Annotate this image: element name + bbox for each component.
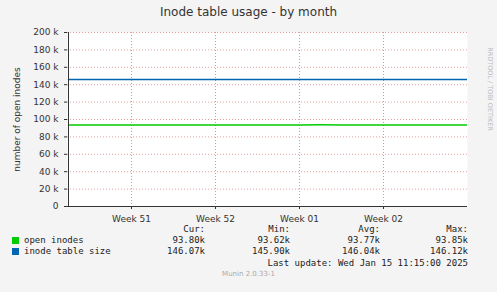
svg-text:number of open inodes: number of open inodes	[12, 67, 22, 172]
svg-text:Week 01: Week 01	[280, 214, 319, 224]
svg-text:100 k: 100 k	[33, 114, 59, 124]
svg-text:140 k: 140 k	[33, 80, 59, 90]
svg-text:60 k: 60 k	[39, 149, 59, 159]
html-text:Munin 2.0.33-1: Munin 2.0.33-1	[222, 270, 275, 278]
html-text:Avg:: Avg:	[358, 224, 380, 234]
html-text:Inode table usage - by month: Inode table usage - by month	[159, 5, 338, 19]
svg-text:20 k: 20 k	[39, 184, 59, 194]
html-text:open inodes: open inodes	[24, 235, 84, 245]
svg-text:Week 52: Week 52	[196, 214, 235, 224]
svg-text:160 k: 160 k	[33, 62, 59, 72]
html-text:RRDTOOL / TOBI OETIKER: RRDTOOL / TOBI OETIKER	[486, 47, 494, 131]
svg-text:80 k: 80 k	[39, 132, 59, 142]
svg-text:0: 0	[53, 201, 59, 211]
svg-text:120 k: 120 k	[33, 97, 59, 107]
html-text:Min:: Min:	[268, 224, 290, 234]
svg-text:40 k: 40 k	[39, 167, 59, 177]
svg-text:180 k: 180 k	[33, 45, 59, 55]
svg-text:Week 51: Week 51	[112, 214, 151, 224]
html-text:inode table size: inode table size	[24, 246, 111, 256]
html-text:93.80k: 93.80k	[172, 235, 205, 245]
html-text:146.07k: 146.07k	[167, 246, 205, 256]
html-text:93.62k: 93.62k	[257, 235, 290, 245]
html-text:146.04k: 146.04k	[342, 246, 380, 256]
html-text:93.77k: 93.77k	[347, 235, 380, 245]
html-text:146.12k: 146.12k	[430, 246, 468, 256]
html-text:Max:: Max:	[446, 224, 468, 234]
html-text:145.90k: 145.90k	[252, 246, 290, 256]
svg-text:Week 02: Week 02	[364, 214, 403, 224]
html-text:93.85k: 93.85k	[435, 235, 468, 245]
svg-text:200 k: 200 k	[33, 27, 59, 37]
html-text:Cur:: Cur:	[183, 224, 205, 234]
html-text:Last update: Wed Jan 15 11:15:: Last update: Wed Jan 15 11:15:00 2025	[267, 258, 468, 268]
